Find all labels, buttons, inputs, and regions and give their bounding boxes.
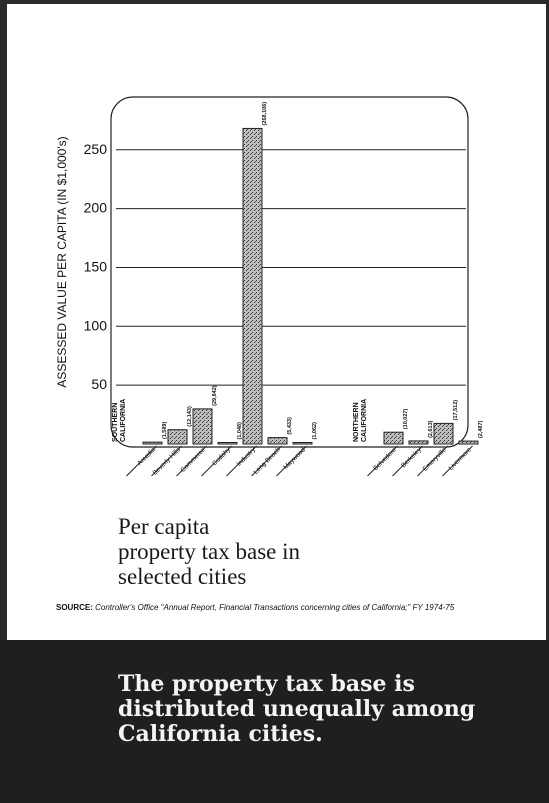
value-label: (1,062) — [312, 422, 318, 440]
category-label: Emeryville — [422, 446, 448, 472]
source-note: SOURCE: Controller's Office "Annual Repo… — [56, 603, 526, 612]
value-label: (2,613) — [428, 420, 434, 438]
caption-line-3: selected cities — [118, 564, 247, 589]
group-label-word: NORTHERN — [353, 402, 360, 442]
category-label: Arcadia — [136, 446, 157, 467]
value-label: (1,048) — [237, 422, 243, 440]
category-leader — [417, 445, 448, 477]
group-label-word: CALIFORNIA — [361, 399, 368, 442]
category-label: Maywood — [282, 446, 307, 471]
headline-line-2: distributed unequally among — [118, 696, 476, 722]
value-label: (268,106) — [262, 102, 268, 126]
category-leader — [201, 445, 232, 477]
y-tick-label: 100 — [84, 317, 108, 333]
bar — [383, 431, 404, 445]
category-label: Belvedere — [372, 446, 398, 472]
value-labels: (1,589) (12,143) (29,842) (1,048) (268,106) (… — [162, 102, 484, 440]
category-label: Beverly Hills — [152, 446, 183, 477]
y-tick-label: 200 — [84, 200, 108, 216]
bar — [267, 437, 288, 445]
bar — [192, 408, 213, 445]
y-axis-label: ASSESSED VALUE PER CAPITA (IN $1,000's) — [55, 136, 69, 387]
category-label: Berkeley — [400, 446, 423, 469]
category-leader — [151, 445, 182, 477]
category-label: Commerce — [179, 446, 207, 474]
category-label: Livermore — [448, 446, 474, 472]
bar — [292, 442, 313, 445]
gridlines — [116, 149, 466, 386]
chart-panel — [110, 96, 469, 448]
value-label: (29,842) — [212, 385, 218, 406]
category-leader — [226, 445, 257, 477]
headline-line-3: California cities. — [118, 721, 323, 747]
category-leader — [367, 445, 398, 477]
bar — [458, 440, 479, 445]
headline-band — [0, 640, 549, 803]
source-label: SOURCE: — [56, 603, 93, 612]
y-tick-label: 150 — [84, 258, 108, 274]
category-label: Industry — [236, 446, 258, 468]
value-label: (2,487) — [478, 420, 484, 438]
bar — [242, 127, 263, 445]
headline-line-1: The property tax base is — [118, 671, 415, 697]
category-label: Cudahy — [211, 446, 232, 467]
headline: The property tax base is distributed une… — [118, 672, 538, 747]
category-leader — [176, 445, 207, 477]
value-label: (1,589) — [162, 422, 168, 440]
group-labels: SOUTHERN CALIFORNIA NORTHERN CALIFORNIA — [112, 399, 368, 442]
value-label: (10,027) — [403, 409, 409, 430]
bar — [408, 440, 429, 445]
category-leader — [126, 445, 157, 477]
bar-chart: 50 100 150 200 250 ASSESSED VALUE PER CAPITA… — [55, 96, 484, 477]
bar — [142, 441, 163, 445]
source-text: Controller's Office "Annual Report, Fina… — [95, 603, 455, 612]
caption-line-1: Per capita — [118, 514, 210, 539]
group-label-word: CALIFORNIA — [120, 399, 127, 442]
category-leader — [276, 445, 307, 477]
bar — [433, 422, 454, 445]
y-tick-label: 250 — [84, 141, 108, 157]
group-label-word: SOUTHERN — [112, 403, 119, 442]
y-tick-label: 50 — [91, 376, 107, 392]
value-label: (12,143) — [187, 406, 193, 427]
category-label: Long Beach — [252, 446, 282, 476]
bars — [142, 127, 479, 445]
y-tick-labels: 50 100 150 200 250 — [84, 141, 108, 392]
caption-line-2: property tax base in — [118, 539, 301, 564]
value-label: (5,433) — [287, 417, 293, 435]
bar — [167, 429, 188, 445]
chart-caption: Per capita property tax base in selected… — [118, 514, 418, 589]
category-leader — [392, 445, 423, 477]
value-label: (17,512) — [453, 400, 459, 421]
category-leader — [251, 445, 282, 477]
category-leader — [442, 445, 473, 477]
bar — [217, 442, 238, 445]
